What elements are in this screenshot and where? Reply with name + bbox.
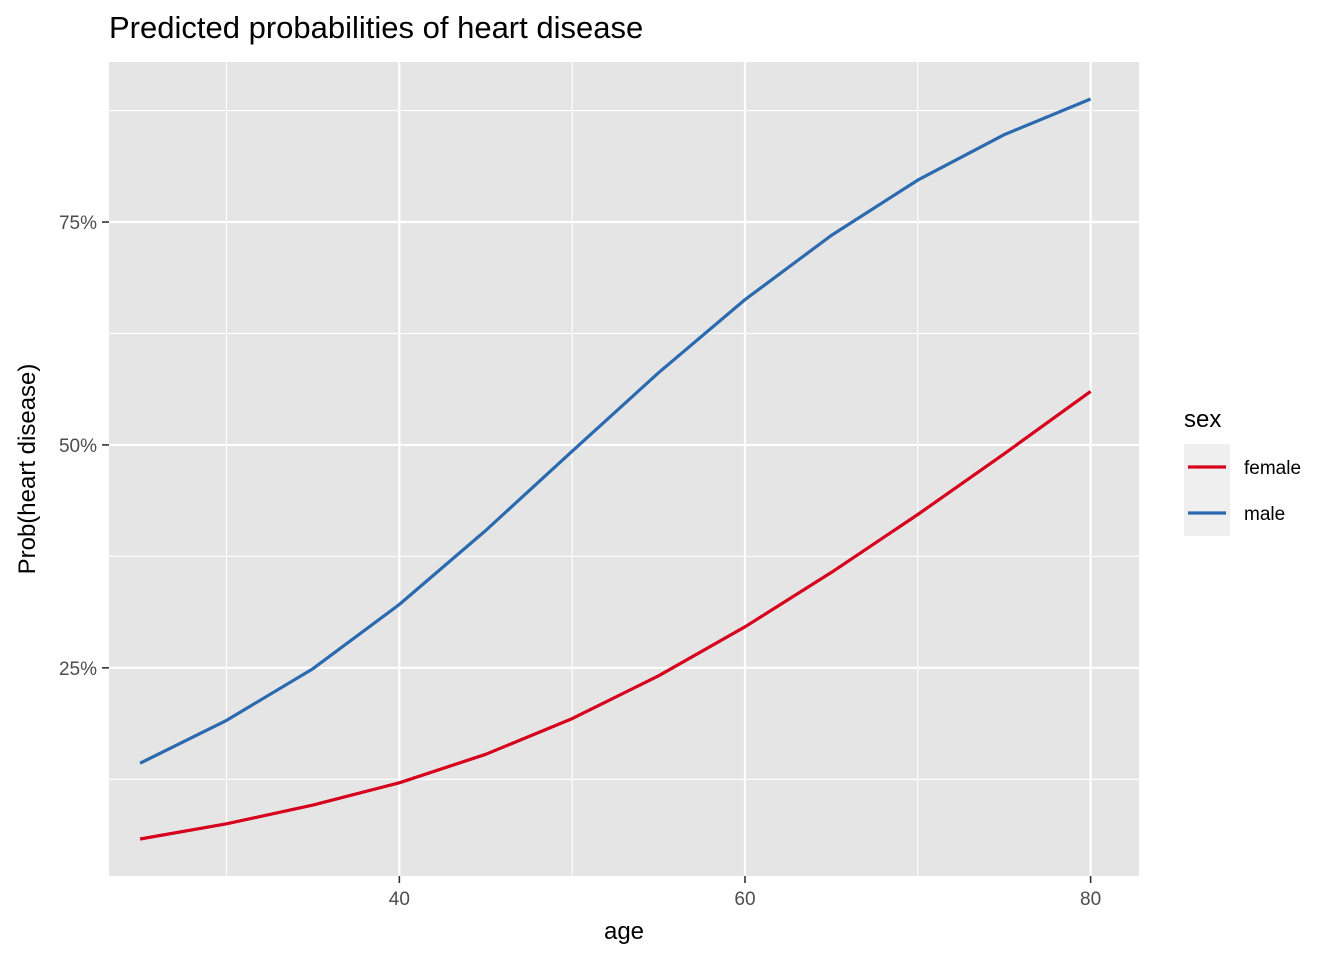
series-line-female [139, 390, 1092, 841]
y-axis-ticks: 25% 50% 75% [59, 213, 109, 680]
plot-panel [109, 62, 1139, 876]
x-axis-title: age [604, 918, 644, 945]
series-line-male [139, 97, 1092, 765]
chart-title: Predicted probabilities of heart disease [109, 10, 643, 45]
legend: sex female male [1184, 406, 1301, 536]
y-tick-label: 75% [59, 213, 97, 234]
x-tick-label: 40 [389, 889, 410, 910]
x-tick-label: 80 [1080, 889, 1101, 910]
y-axis-title: Prob(heart disease) [14, 364, 41, 575]
series-lines [139, 97, 1092, 841]
minor-gridlines [109, 62, 1139, 876]
x-tick-label: 60 [734, 889, 755, 910]
legend-label-male: male [1244, 504, 1285, 525]
y-tick-label: 50% [59, 436, 97, 457]
legend-label-female: female [1244, 458, 1301, 479]
legend-title: sex [1184, 406, 1221, 433]
x-axis-ticks: 40 60 80 [389, 876, 1101, 910]
y-tick-label: 25% [59, 659, 97, 680]
major-gridlines [109, 62, 1139, 876]
legend-key-background [1184, 444, 1230, 536]
